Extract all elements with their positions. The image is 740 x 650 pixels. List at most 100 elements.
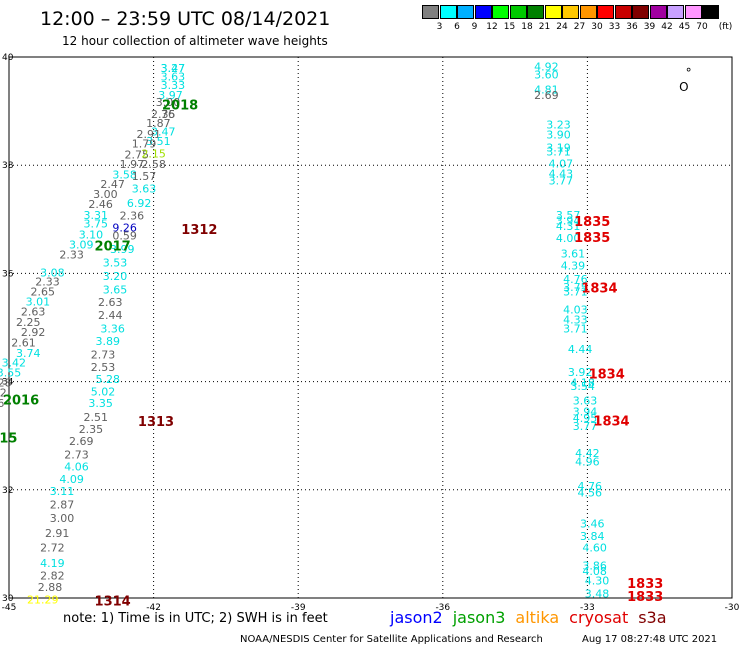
footnote: note: 1) Time is in UTC; 2) SWH is in fe…	[63, 611, 328, 626]
wave-height-value: 3.11	[50, 485, 75, 498]
wave-height-value: 3.60	[534, 68, 559, 81]
wave-height-value: 1.87	[146, 117, 171, 130]
scale-swatch	[614, 5, 632, 19]
pass-time-label: 1834	[581, 281, 617, 296]
scale-label: 12	[486, 22, 498, 32]
scale-label: 24	[556, 22, 568, 32]
scale-label: 30	[591, 22, 603, 32]
scale-label: 70	[696, 22, 708, 32]
wave-height-value: 3.57	[556, 209, 581, 222]
wave-height-value: 2.91	[137, 128, 162, 141]
wave-height-value: 3.19	[546, 141, 571, 154]
wave-height-value: 3.84	[580, 530, 605, 543]
wave-height-value: 2.35	[151, 108, 176, 121]
scale-label: 39	[643, 22, 656, 32]
wave-height-value: 4.18	[570, 377, 595, 390]
wave-height-value: 3.01	[26, 296, 51, 309]
scale-swatch	[527, 5, 544, 19]
lon-tick-label: -33	[580, 603, 595, 613]
scale-label: 15	[503, 22, 516, 32]
wave-height-value: 3.63	[573, 395, 598, 408]
scale-swatch	[684, 5, 702, 19]
wave-height-value: 4.95	[573, 412, 598, 425]
wave-height-value: 3.71	[563, 285, 588, 298]
wave-height-value: 21.29	[27, 594, 59, 607]
wave-height-value: 3.33	[161, 79, 186, 92]
pass-time-label: 1314	[95, 595, 131, 610]
scale-swatch	[597, 5, 614, 19]
wave-height-value: 3.77	[573, 420, 598, 433]
scale-swatch	[702, 5, 719, 19]
map-frame	[8, 56, 733, 599]
wave-height-value: 2.58	[141, 158, 166, 171]
wave-height-value: 2.46	[0, 397, 4, 410]
wave-height-value: 2.33	[59, 248, 84, 261]
wave-height-value: 2.92	[21, 326, 46, 339]
wave-height-value: 2.88	[38, 581, 63, 594]
wave-height-value: 3.89	[96, 335, 121, 348]
scale-swatch	[422, 5, 439, 19]
wave-height-value: 4.06	[64, 461, 89, 474]
scale-label: 18	[521, 22, 533, 32]
pass-time-label: 1834	[589, 367, 625, 382]
island-outline: °	[686, 66, 692, 80]
scale-label: 3	[436, 22, 443, 32]
lat-tick-label: 36	[2, 269, 14, 279]
legend-s3a: s3a	[638, 608, 667, 627]
wave-height-value: 0.59	[112, 230, 137, 243]
wave-height-value: 2.25	[16, 316, 41, 329]
wave-height-value: 4.92	[534, 61, 559, 74]
wave-height-value: 3.92	[568, 366, 593, 379]
scale-label: 27	[573, 22, 586, 32]
lat-tick-label: 34	[2, 378, 14, 388]
wave-height-value: 4.96	[575, 456, 600, 469]
scale-swatch	[562, 5, 579, 19]
wave-height-value: 3.51	[146, 135, 171, 148]
lat-tick-label: 40	[2, 53, 14, 63]
legend-altika: altika	[515, 608, 560, 627]
wave-height-value: 4.76	[578, 480, 603, 493]
wave-height-value: 2.35	[79, 423, 104, 436]
scale-label: 9	[471, 22, 478, 32]
wave-height-value: 3.00	[93, 188, 118, 201]
wave-height-value: 2.63	[21, 305, 46, 318]
wave-height-value: 3.08	[40, 266, 65, 279]
wave-height-value: 3.97	[158, 89, 183, 102]
wave-height-value: 3.48	[585, 588, 610, 601]
legend-jason3: jason3	[452, 608, 506, 627]
scale-label: 21	[538, 22, 551, 32]
legend-jason2: jason2	[390, 608, 443, 627]
wave-height-value: 3.61	[561, 247, 586, 260]
lon-tick-label: -45	[2, 603, 17, 613]
pass-time-label: 1835	[574, 231, 610, 246]
wave-height-value: 2.33	[35, 276, 60, 289]
island-outline: O	[679, 80, 688, 94]
pass-time-label: 2017	[95, 239, 131, 254]
wave-height-value: 3.75	[563, 281, 588, 294]
wave-height-value: 4.81	[534, 83, 559, 96]
wave-height-value: 4.30	[585, 575, 610, 588]
wave-height-value: 4.00	[556, 232, 581, 245]
wave-height-value: 3.94	[573, 405, 598, 418]
wave-height-value: 4.09	[59, 473, 84, 486]
wave-height-value: 3.09	[69, 239, 94, 252]
wave-height-value: 4.44	[568, 343, 593, 356]
lat-tick-label: 32	[2, 486, 13, 496]
wave-height-value: 3.65	[103, 284, 128, 297]
scale-swatch	[492, 5, 509, 19]
scale-swatch	[509, 5, 527, 19]
wave-height-value: 2.63	[98, 296, 123, 309]
pass-time-label: 1833	[627, 590, 663, 605]
pass-time-label: 1834	[593, 415, 629, 430]
wave-height-value: 3.63	[161, 70, 186, 83]
wave-height-value: 2.51	[84, 411, 109, 424]
wave-height-value: 2.91	[45, 527, 70, 540]
wave-height-value: 3.42	[2, 357, 27, 370]
wave-height-value: 4.42	[575, 447, 600, 460]
wave-height-value: 2.28	[0, 377, 12, 390]
wave-height-value: 4.39	[561, 259, 586, 272]
map-subtitle: 12 hour collection of altimeter wave hei…	[62, 34, 328, 48]
wave-height-value: 4.60	[582, 542, 607, 555]
wave-height-value: 3.71	[563, 323, 588, 336]
